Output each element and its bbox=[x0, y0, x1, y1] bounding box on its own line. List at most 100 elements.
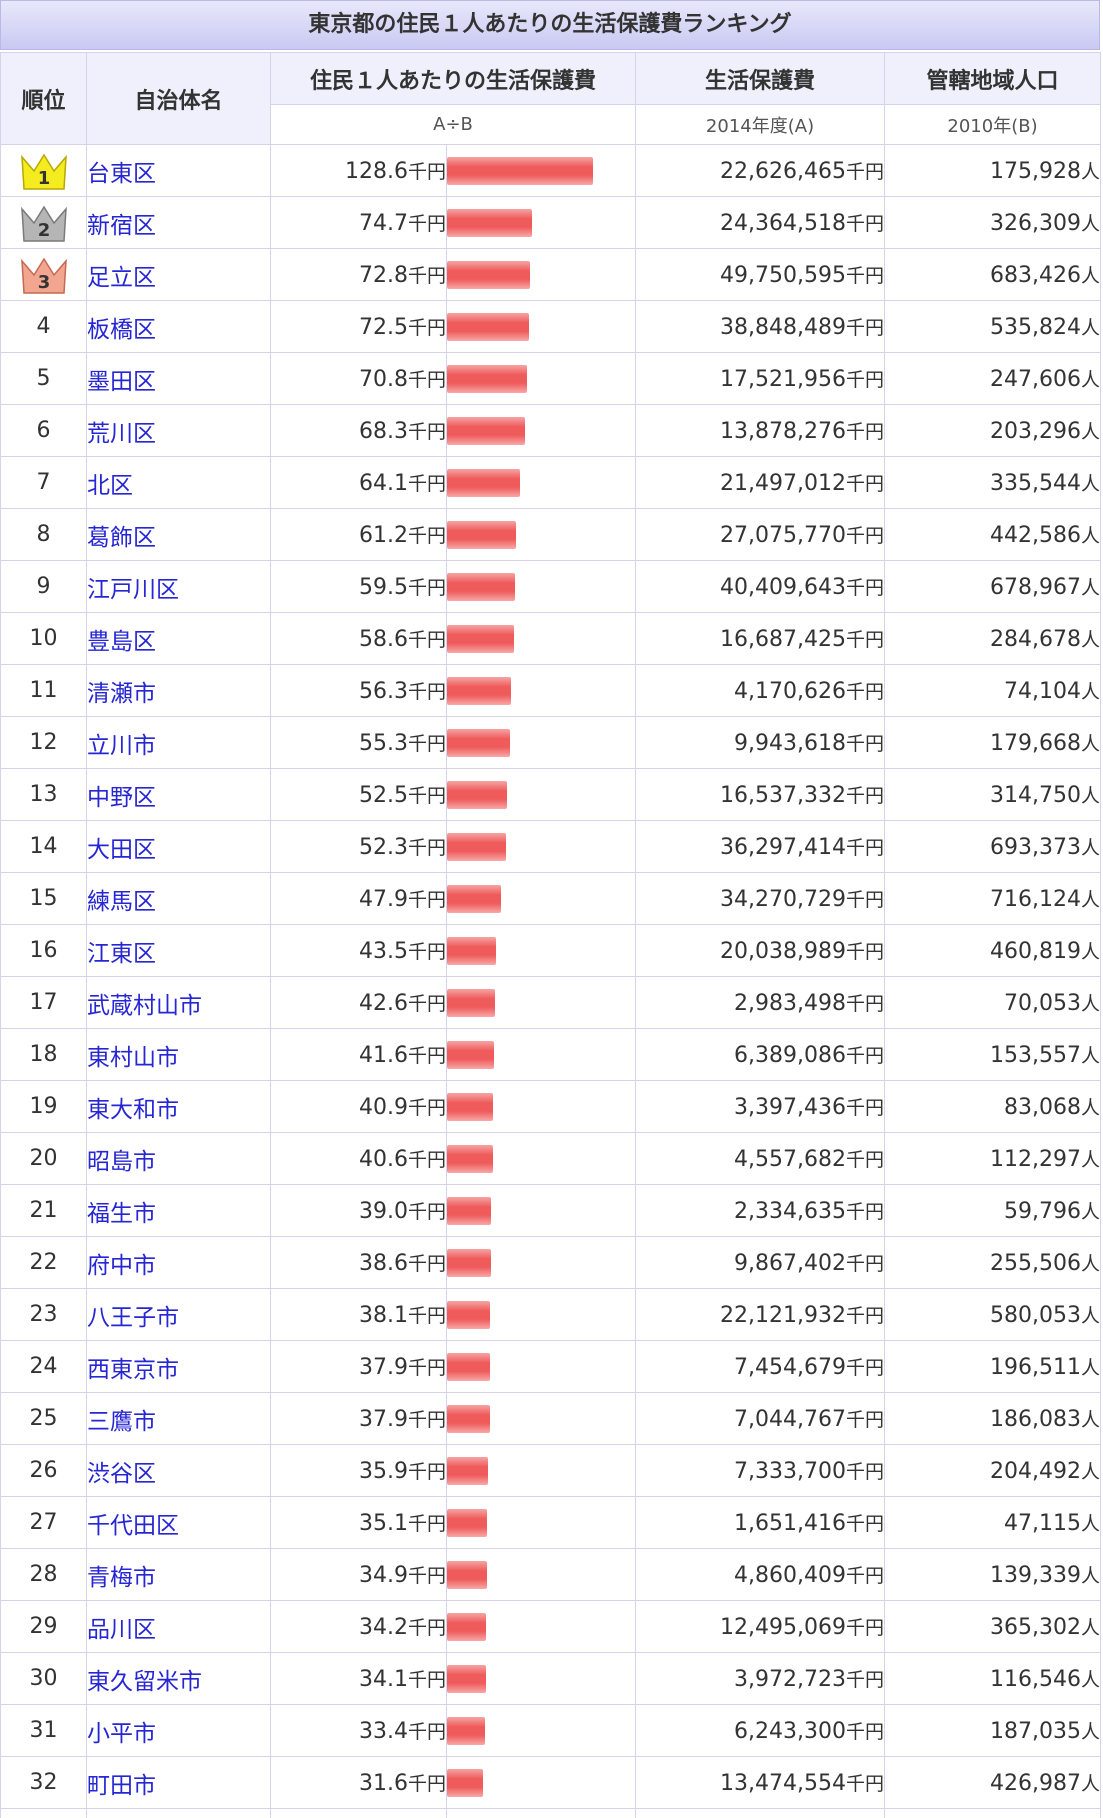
bar-cell bbox=[445, 248, 637, 301]
welfare-cell: 7,044,767千円 bbox=[635, 1392, 886, 1445]
municipality-link[interactable]: 福生市 bbox=[87, 1200, 156, 1227]
municipality-link[interactable]: 練馬区 bbox=[87, 888, 156, 915]
municipality-link[interactable]: 八王子市 bbox=[87, 1304, 179, 1331]
municipality-cell: 江戸川区 bbox=[86, 560, 271, 613]
per-capita-bar bbox=[447, 1404, 490, 1433]
per-capita-value: 72.5 bbox=[359, 315, 408, 340]
per-capita-bar bbox=[447, 520, 516, 549]
municipality-link[interactable]: 府中市 bbox=[87, 1252, 156, 1279]
welfare-cell: 40,409,643千円 bbox=[635, 560, 886, 613]
per-capita-bar bbox=[447, 988, 495, 1017]
per-capita-cell: 38.6千円 bbox=[270, 1236, 447, 1289]
rank-cell: 29 bbox=[0, 1600, 87, 1653]
welfare-value: 36,297,414 bbox=[720, 835, 846, 860]
welfare-cell: 4,170,626千円 bbox=[635, 664, 886, 717]
welfare-value: 3,972,723 bbox=[734, 1667, 846, 1692]
municipality-link[interactable]: 江戸川区 bbox=[87, 576, 179, 603]
welfare-cell: 22,626,465千円 bbox=[635, 144, 886, 197]
municipality-link[interactable]: 品川区 bbox=[87, 1616, 156, 1643]
per-capita-unit: 千円 bbox=[407, 1773, 446, 1795]
table-row: 19 東大和市 40.9千円 3,397,436千円 83,068人 bbox=[0, 1080, 1102, 1133]
rank-cell: 13 bbox=[0, 768, 87, 821]
rank-cell: 6 bbox=[0, 404, 87, 457]
population-value: 70,053 bbox=[1004, 991, 1081, 1016]
municipality-link[interactable]: 荒川区 bbox=[87, 420, 156, 447]
municipality-link[interactable]: 板橋区 bbox=[87, 316, 156, 343]
per-capita-cell: 70.8千円 bbox=[270, 352, 447, 405]
per-capita-value: 58.6 bbox=[359, 627, 408, 652]
population-cell: 187,035人 bbox=[884, 1704, 1102, 1757]
municipality-link[interactable]: 三鷹市 bbox=[87, 1408, 156, 1435]
header-welfare: 生活保護費 bbox=[635, 52, 886, 105]
municipality-link[interactable]: 小平市 bbox=[87, 1720, 156, 1747]
population-unit: 人 bbox=[1081, 889, 1101, 911]
municipality-link[interactable]: 武蔵村山市 bbox=[87, 992, 202, 1019]
municipality-link[interactable]: 町田市 bbox=[87, 1772, 156, 1799]
per-capita-bar bbox=[447, 208, 532, 237]
table-row: 32 町田市 31.6千円 13,474,554千円 426,987人 bbox=[0, 1756, 1102, 1809]
municipality-link[interactable]: 清瀬市 bbox=[87, 680, 156, 707]
welfare-value: 6,243,300 bbox=[734, 1719, 846, 1744]
population-cell: 247,606人 bbox=[884, 352, 1102, 405]
municipality-link[interactable]: 昭島市 bbox=[87, 1148, 156, 1175]
rank-cell: 30 bbox=[0, 1652, 87, 1705]
population-unit: 人 bbox=[1081, 941, 1101, 963]
population-cell: 693,373人 bbox=[884, 820, 1102, 873]
per-capita-cell: 34.9千円 bbox=[270, 1548, 447, 1601]
per-capita-cell: 37.9千円 bbox=[270, 1392, 447, 1445]
municipality-cell: 青梅市 bbox=[86, 1548, 271, 1601]
municipality-link[interactable]: 足立区 bbox=[87, 264, 156, 291]
per-capita-cell: 56.3千円 bbox=[270, 664, 447, 717]
per-capita-cell: 33.4千円 bbox=[270, 1704, 447, 1757]
welfare-unit: 千円 bbox=[846, 941, 885, 963]
municipality-link[interactable]: 豊島区 bbox=[87, 628, 156, 655]
population-unit: 人 bbox=[1081, 265, 1101, 287]
municipality-link[interactable]: 青梅市 bbox=[87, 1564, 156, 1591]
municipality-link[interactable]: 台東区 bbox=[87, 160, 156, 187]
municipality-link[interactable]: 東村山市 bbox=[87, 1044, 179, 1071]
municipality-link[interactable]: 葛飾区 bbox=[87, 524, 156, 551]
welfare-cell: 24,364,518千円 bbox=[635, 196, 886, 249]
per-capita-bar bbox=[447, 468, 520, 497]
municipality-link[interactable]: 立川市 bbox=[87, 732, 156, 759]
welfare-unit: 千円 bbox=[846, 1253, 885, 1275]
welfare-unit: 千円 bbox=[846, 629, 885, 651]
welfare-unit: 千円 bbox=[846, 837, 885, 859]
municipality-link[interactable]: 北区 bbox=[87, 472, 133, 499]
per-capita-value: 52.3 bbox=[359, 835, 408, 860]
per-capita-bar bbox=[447, 364, 527, 393]
per-capita-cell: 34.2千円 bbox=[270, 1600, 447, 1653]
welfare-value: 4,860,409 bbox=[734, 1563, 846, 1588]
per-capita-value: 128.6 bbox=[345, 159, 408, 184]
welfare-value: 13,474,554 bbox=[720, 1771, 846, 1796]
municipality-cell: 足立区 bbox=[86, 248, 271, 301]
welfare-unit: 千円 bbox=[846, 733, 885, 755]
table-row: 14 大田区 52.3千円 36,297,414千円 693,373人 bbox=[0, 820, 1102, 873]
welfare-value: 20,038,989 bbox=[720, 939, 846, 964]
municipality-link[interactable]: 東久留米市 bbox=[87, 1668, 202, 1695]
per-capita-bar bbox=[447, 312, 529, 341]
municipality-link[interactable]: 墨田区 bbox=[87, 368, 156, 395]
rank-number: 6 bbox=[36, 418, 51, 443]
per-capita-bar bbox=[447, 832, 506, 861]
municipality-cell: 板橋区 bbox=[86, 300, 271, 353]
municipality-link[interactable]: 江東区 bbox=[87, 940, 156, 967]
population-value: 693,373 bbox=[990, 835, 1081, 860]
municipality-cell: 福生市 bbox=[86, 1184, 271, 1237]
municipality-link[interactable]: 千代田区 bbox=[87, 1512, 179, 1539]
population-cell: 203,296人 bbox=[884, 404, 1102, 457]
municipality-link[interactable]: 新宿区 bbox=[87, 212, 156, 239]
population-unit: 人 bbox=[1081, 473, 1101, 495]
rank-number: 23 bbox=[29, 1302, 58, 1327]
municipality-link[interactable]: 東大和市 bbox=[87, 1096, 179, 1123]
bar-cell bbox=[445, 1756, 637, 1809]
population-unit: 人 bbox=[1081, 837, 1101, 859]
crown-rank-number: 3 bbox=[37, 272, 50, 293]
municipality-link[interactable]: 中野区 bbox=[87, 784, 156, 811]
municipality-link[interactable]: 大田区 bbox=[87, 836, 156, 863]
municipality-link[interactable]: 渋谷区 bbox=[87, 1460, 156, 1487]
per-capita-value: 42.6 bbox=[359, 991, 408, 1016]
rank-number: 9 bbox=[36, 574, 51, 599]
municipality-link[interactable]: 西東京市 bbox=[87, 1356, 179, 1383]
welfare-value: 13,878,276 bbox=[720, 419, 846, 444]
